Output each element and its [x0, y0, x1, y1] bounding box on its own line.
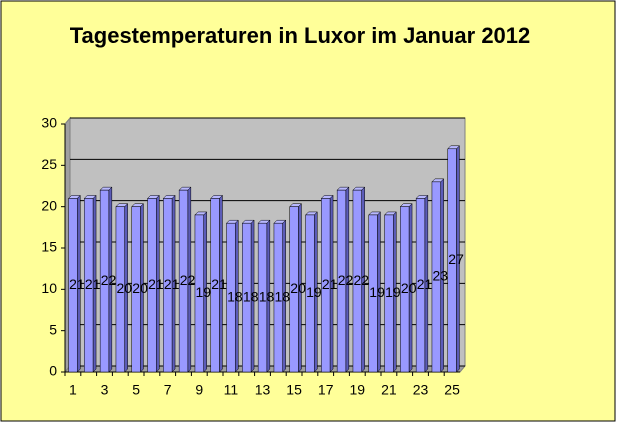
bar: [431, 181, 441, 373]
chart-title: Tagestemperaturen in Luxor im Januar 201…: [69, 23, 531, 48]
data-label: 18: [243, 288, 259, 304]
x-tick-label: 17: [318, 382, 334, 398]
x-tick-label: 9: [195, 382, 203, 398]
y-tick-label: 20: [41, 197, 57, 213]
x-tick-label: 11: [224, 382, 239, 398]
x-tick-label: 21: [381, 382, 397, 398]
data-label: 18: [227, 288, 243, 304]
bar: [84, 198, 94, 373]
y-tick-label: 5: [49, 321, 57, 337]
data-label: 20: [132, 280, 148, 296]
bar: [305, 214, 315, 373]
y-tick-label: 10: [41, 280, 57, 296]
data-label: 20: [290, 280, 306, 296]
data-label: 21: [322, 276, 338, 292]
data-label: 22: [101, 272, 117, 288]
data-label: 21: [85, 276, 101, 292]
data-label: 22: [338, 272, 354, 288]
data-label: 18: [275, 288, 291, 304]
bar: [99, 189, 110, 373]
y-tick-label: 25: [41, 156, 57, 172]
data-label: 21: [417, 276, 433, 292]
x-tick-label: 13: [255, 382, 271, 398]
bar: [242, 222, 252, 373]
data-label: 27: [448, 251, 464, 267]
data-label: 21: [211, 276, 227, 292]
data-label: 19: [385, 284, 401, 300]
data-label: 22: [354, 272, 370, 288]
bar: [321, 198, 331, 373]
x-tick-label: 3: [101, 382, 109, 398]
data-label: 19: [196, 284, 212, 300]
bar: [68, 198, 78, 373]
bar: [447, 148, 457, 373]
bar: [226, 222, 236, 373]
data-label: 21: [69, 276, 85, 292]
x-tick-label: 19: [350, 382, 366, 398]
data-label: 23: [433, 268, 449, 284]
data-label: 19: [369, 284, 385, 300]
x-tick-label: 5: [132, 382, 140, 398]
bar: [415, 198, 426, 373]
bar: [289, 206, 299, 373]
bar: [163, 198, 173, 373]
bar: [194, 214, 204, 373]
bar: [336, 189, 347, 373]
data-label: 21: [148, 276, 164, 292]
y-tick-label: 15: [41, 239, 57, 255]
x-tick-label: 25: [444, 382, 460, 398]
bar: [352, 189, 362, 373]
data-label: 18: [259, 288, 275, 304]
data-label: 20: [117, 280, 133, 296]
y-tick-label: 0: [49, 363, 57, 379]
x-tick-label: 15: [286, 382, 302, 398]
x-tick-label: 23: [413, 382, 429, 398]
data-label: 19: [306, 284, 322, 300]
x-tick-label: 7: [164, 382, 172, 398]
data-label: 22: [180, 272, 196, 288]
bar: [400, 206, 410, 373]
x-tick-label: 1: [69, 382, 77, 398]
bar: [147, 198, 157, 373]
bar: [131, 206, 141, 373]
bar: [384, 214, 394, 373]
bar: [368, 214, 378, 373]
y-tick-label: 30: [41, 115, 57, 131]
bar: [210, 198, 220, 373]
bar: [115, 206, 125, 373]
data-label: 20: [401, 280, 417, 296]
data-label: 21: [164, 276, 180, 292]
bar: [273, 222, 283, 373]
bar: [178, 189, 189, 373]
bar: [257, 222, 268, 373]
